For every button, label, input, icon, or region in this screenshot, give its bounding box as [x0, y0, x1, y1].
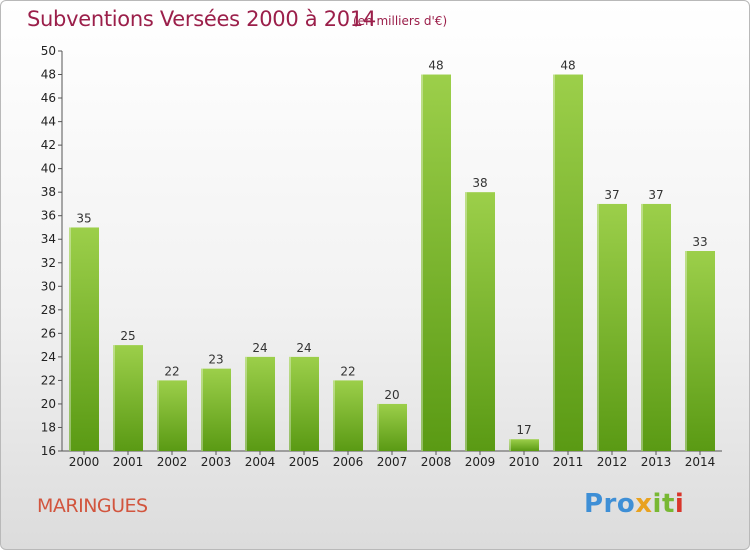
y-tick-label: 44 — [41, 115, 56, 129]
data-label: 38 — [472, 176, 487, 190]
data-label: 37 — [648, 188, 663, 202]
y-tick-label: 28 — [41, 303, 56, 317]
x-tick-label: 2007 — [377, 455, 408, 469]
bar — [69, 227, 99, 451]
chart-bars — [69, 74, 715, 452]
y-tick-label: 46 — [41, 91, 56, 105]
x-tick-label: 2002 — [157, 455, 188, 469]
bar-highlight — [289, 356, 291, 451]
bar — [377, 403, 407, 451]
x-tick-label: 2009 — [465, 455, 496, 469]
x-tick-label: 2010 — [509, 455, 540, 469]
y-tick-label: 24 — [41, 350, 56, 364]
y-tick-label: 16 — [41, 444, 56, 458]
x-tick-label: 2006 — [333, 455, 364, 469]
bar-highlight — [377, 403, 379, 451]
x-tick-label: 2008 — [421, 455, 452, 469]
data-label: 25 — [120, 329, 135, 343]
x-tick-label: 2000 — [69, 455, 100, 469]
bar-highlight — [157, 380, 159, 451]
data-label: 17 — [516, 423, 531, 437]
chart-subtitle: (en milliers d'€) — [353, 14, 448, 28]
x-tick-label: 2004 — [245, 455, 276, 469]
bar-highlight — [597, 203, 599, 451]
bar — [157, 380, 187, 451]
data-label: 48 — [560, 59, 575, 73]
bar-highlight — [333, 380, 335, 451]
bar-highlight — [113, 345, 115, 451]
bar — [113, 345, 143, 451]
proxiti-logo: Proxiti — [584, 489, 685, 519]
x-tick-label: 2001 — [113, 455, 144, 469]
y-tick-label: 34 — [41, 232, 56, 246]
x-tick-label: 2011 — [553, 455, 584, 469]
bar — [685, 251, 715, 451]
bar — [421, 74, 451, 451]
bar-highlight — [553, 74, 555, 451]
y-tick-label: 40 — [41, 162, 56, 176]
bar — [597, 203, 627, 451]
x-tick-label: 2005 — [289, 455, 320, 469]
chart-title: Subventions Versées 2000 à 2014 — [27, 7, 376, 31]
data-label: 24 — [296, 341, 311, 355]
data-label: 20 — [384, 388, 399, 402]
bar-highlight — [245, 356, 247, 451]
y-tick-label: 30 — [41, 279, 56, 293]
bar-highlight — [69, 227, 71, 451]
bar-highlight — [201, 368, 203, 451]
commune-name: MARINGUES — [37, 495, 148, 517]
data-label: 23 — [208, 353, 223, 367]
y-tick-label: 50 — [41, 44, 56, 58]
y-tick-label: 22 — [41, 373, 56, 387]
bar — [289, 356, 319, 451]
data-label: 35 — [76, 211, 91, 225]
y-tick-label: 38 — [41, 185, 56, 199]
bar-highlight — [421, 74, 423, 451]
x-tick-label: 2013 — [641, 455, 672, 469]
data-label: 22 — [164, 364, 179, 378]
data-label: 37 — [604, 188, 619, 202]
y-tick-label: 36 — [41, 209, 56, 223]
bar-highlight — [685, 251, 687, 451]
chart-labels: 35 2000 25 2001 22 2002 23 2003 24 2004 24 2005 22 20… — [69, 59, 716, 469]
data-label: 22 — [340, 364, 355, 378]
x-tick-label: 2012 — [597, 455, 628, 469]
chart-axes: 16 18 20 22 24 26 28 30 32 34 36 38 40 42 44 46 48 50 — [41, 44, 722, 458]
bar — [641, 203, 671, 451]
x-tick-label: 2003 — [201, 455, 232, 469]
data-label: 24 — [252, 341, 267, 355]
bar-highlight — [509, 439, 511, 451]
y-tick-label: 42 — [41, 138, 56, 152]
y-tick-label: 18 — [41, 420, 56, 434]
bar-highlight — [641, 203, 643, 451]
bar — [245, 356, 275, 451]
y-tick-label: 26 — [41, 326, 56, 340]
bar — [201, 368, 231, 451]
bar — [333, 380, 363, 451]
bar — [509, 439, 539, 451]
bar-highlight — [465, 192, 467, 452]
y-tick-label: 32 — [41, 256, 56, 270]
y-tick-label: 48 — [41, 68, 56, 82]
data-label: 48 — [428, 59, 443, 73]
bar — [465, 192, 495, 452]
y-tick-label: 20 — [41, 397, 56, 411]
data-label: 33 — [692, 235, 707, 249]
x-tick-label: 2014 — [685, 455, 716, 469]
bar — [553, 74, 583, 451]
